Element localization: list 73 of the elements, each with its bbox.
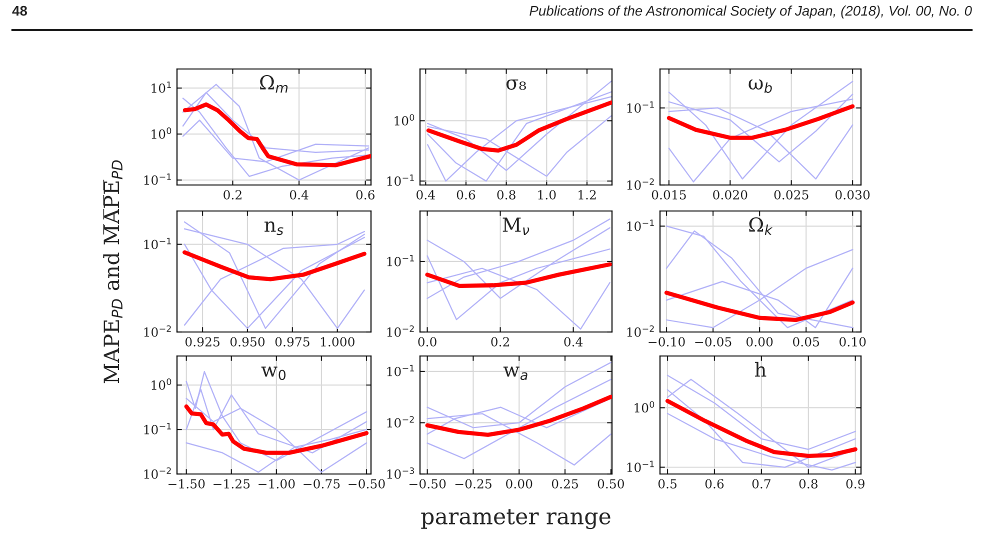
y-tick-label: 10$^{−2}$ bbox=[387, 325, 414, 337]
chart-title: h bbox=[754, 362, 766, 377]
chart-title: σ₈ bbox=[506, 79, 526, 90]
y-tick-label: 10$^{−1}$ bbox=[144, 238, 171, 250]
x-tick-label: −0.25 bbox=[455, 479, 492, 489]
text: 48 bbox=[12, 6, 28, 16]
y-tick-label: 10$^{0}$ bbox=[634, 401, 654, 413]
y-tick-label: 10$^{−1}$ bbox=[387, 254, 414, 266]
y-tick-label: 10$^{−1}$ bbox=[387, 364, 414, 376]
y-tick-label: 10$^{1}$ bbox=[152, 82, 171, 93]
y-tick-label: 10$^{−2}$ bbox=[144, 325, 171, 337]
y-tick-label: 10$^{−2}$ bbox=[627, 178, 654, 190]
x-tick-label: −1.25 bbox=[214, 479, 250, 489]
x-tick-label: 0.05 bbox=[793, 337, 820, 347]
text: Publications of the Astronomical Society of Japan, (2018), Vol. 00, No. 0 bbox=[530, 6, 972, 18]
x-tick-label: 1.2 bbox=[578, 190, 596, 200]
x-tick-label: 0.7 bbox=[752, 479, 770, 489]
y-tick-label: 10$^{−1}$ bbox=[144, 423, 171, 434]
x-tick-label: 0.030 bbox=[835, 190, 870, 200]
x-tick-label: 0.00 bbox=[506, 479, 532, 489]
chart-title: ω$_{b}$ bbox=[748, 79, 772, 93]
x-tick-label: −0.50 bbox=[348, 479, 385, 489]
y-tick-label: 10$^{0}$ bbox=[394, 114, 414, 126]
x-tick-label: 0.8 bbox=[497, 190, 516, 200]
y-tick-label: 10$^{−2}$ bbox=[144, 467, 171, 479]
chart-title: M$_{ν}$ bbox=[502, 218, 530, 235]
x-tick-label: 0.00 bbox=[746, 337, 773, 347]
y-tick-label: 10$^{−1}$ bbox=[627, 101, 654, 113]
y-tick-label: 10$^{−1}$ bbox=[627, 220, 654, 231]
x-tick-label: 0.025 bbox=[774, 190, 808, 200]
y-tick-label: 10$^{−1}$ bbox=[144, 174, 171, 185]
x-tick-label: 0.4 bbox=[564, 337, 583, 347]
x-tick-label: 0.4 bbox=[290, 190, 308, 200]
x-tick-label: −0.75 bbox=[304, 479, 340, 489]
x-tick-label: −1.00 bbox=[258, 479, 295, 489]
x-tick-label: 0.2 bbox=[491, 337, 510, 347]
chart-title: w$_{a}$ bbox=[503, 366, 528, 380]
y-tick-label: 10$^{−3}$ bbox=[387, 467, 414, 479]
x-tick-label: −1.50 bbox=[168, 479, 205, 489]
x-tick-label: 1.0 bbox=[538, 190, 556, 200]
y-tick-label: 10$^{0}$ bbox=[152, 378, 172, 390]
x-tick-label: 0.5 bbox=[658, 479, 676, 489]
y-tick-label: 10$^{−2}$ bbox=[627, 325, 654, 337]
x-tick-label: 0.015 bbox=[652, 190, 686, 200]
x-tick-label: 0.9 bbox=[846, 479, 864, 489]
x-tick-label: 0.950 bbox=[230, 337, 265, 347]
x-tick-label: −0.10 bbox=[648, 337, 685, 347]
x-tick-label: 0.10 bbox=[840, 337, 866, 347]
x-tick-label: 0.25 bbox=[552, 479, 578, 489]
x-tick-label: 0.975 bbox=[275, 337, 310, 347]
x-tick-label: 0.2 bbox=[224, 190, 242, 200]
x-tick-label: 0.6 bbox=[456, 190, 476, 200]
y-tick-label: 10$^{−1}$ bbox=[387, 174, 414, 186]
x-tick-label: 0.020 bbox=[713, 190, 748, 200]
chart-title: Ω$_{m}$ bbox=[260, 74, 288, 93]
y-axis-title: MAPE$_{PD}$ and M̅A̅P̅E̅$_{PD}$ bbox=[103, 160, 122, 384]
x-tick-label: −0.50 bbox=[410, 479, 446, 489]
chart-title: n$_{s}$ bbox=[264, 221, 284, 236]
y-tick-label: 10$^{0}$ bbox=[152, 127, 172, 139]
x-tick-label: 0.0 bbox=[418, 337, 436, 347]
x-tick-label: 0.925 bbox=[185, 337, 220, 347]
x-axis-title: parameter range bbox=[421, 509, 610, 530]
x-tick-label: 0.8 bbox=[799, 479, 818, 489]
x-tick-label: 0.50 bbox=[598, 479, 624, 489]
x-tick-label: 0.6 bbox=[356, 190, 375, 200]
x-tick-label: 0.4 bbox=[416, 190, 435, 200]
x-tick-label: 1.000 bbox=[321, 337, 354, 347]
y-tick-label: 10$^{−1}$ bbox=[627, 460, 654, 472]
chart-title: Ω$_{k}$ bbox=[749, 217, 773, 235]
x-tick-label: −0.05 bbox=[695, 337, 732, 347]
x-tick-label: 0.6 bbox=[705, 479, 724, 489]
chart-title: w$_{0}$ bbox=[261, 366, 286, 380]
y-tick-label: 10$^{−2}$ bbox=[387, 416, 414, 428]
